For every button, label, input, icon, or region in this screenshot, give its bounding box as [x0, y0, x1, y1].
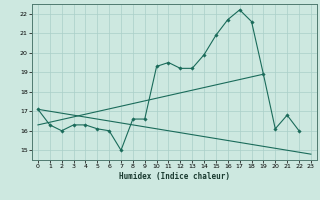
X-axis label: Humidex (Indice chaleur): Humidex (Indice chaleur): [119, 172, 230, 181]
